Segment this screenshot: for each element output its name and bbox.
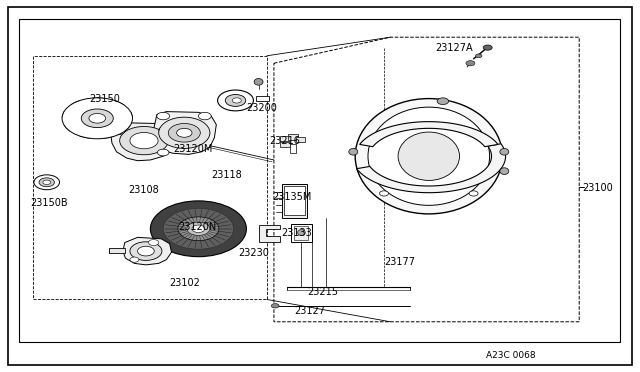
Text: 23118: 23118 <box>211 170 242 180</box>
Polygon shape <box>109 122 130 131</box>
Text: 23200: 23200 <box>246 103 277 113</box>
Polygon shape <box>79 126 93 138</box>
Text: 23150: 23150 <box>90 94 120 103</box>
Ellipse shape <box>187 222 210 235</box>
Ellipse shape <box>476 54 482 58</box>
Text: 23120N: 23120N <box>178 222 216 232</box>
Text: 23133: 23133 <box>282 228 312 237</box>
Polygon shape <box>106 101 124 112</box>
Ellipse shape <box>130 242 162 260</box>
Ellipse shape <box>178 217 219 241</box>
Ellipse shape <box>225 94 246 106</box>
Ellipse shape <box>148 240 159 246</box>
Ellipse shape <box>120 126 168 155</box>
Text: 23135M: 23135M <box>272 192 312 202</box>
Text: A23C 0068: A23C 0068 <box>486 351 536 360</box>
Text: 23102: 23102 <box>170 278 200 288</box>
Bar <box>296 137 305 142</box>
Bar <box>33 56 267 299</box>
Ellipse shape <box>368 107 490 205</box>
Ellipse shape <box>163 208 234 249</box>
Ellipse shape <box>157 112 170 120</box>
Ellipse shape <box>380 191 388 196</box>
Polygon shape <box>64 122 84 131</box>
Ellipse shape <box>177 128 192 137</box>
Text: 23100: 23100 <box>582 183 613 193</box>
Ellipse shape <box>271 304 279 308</box>
Bar <box>282 184 307 218</box>
Text: 23127: 23127 <box>294 306 325 315</box>
Text: 23216: 23216 <box>269 137 300 146</box>
Ellipse shape <box>43 180 51 185</box>
Bar <box>294 226 308 240</box>
Ellipse shape <box>150 201 246 257</box>
Ellipse shape <box>500 168 509 174</box>
Polygon shape <box>274 37 579 322</box>
Polygon shape <box>92 98 104 109</box>
Text: 23150B: 23150B <box>31 198 68 208</box>
Ellipse shape <box>398 132 460 180</box>
Bar <box>280 142 290 147</box>
Ellipse shape <box>483 45 492 50</box>
Polygon shape <box>360 122 498 147</box>
Polygon shape <box>100 127 114 138</box>
Ellipse shape <box>34 175 60 190</box>
Ellipse shape <box>159 126 172 134</box>
Ellipse shape <box>349 148 358 155</box>
Polygon shape <box>71 100 90 112</box>
Text: 23230: 23230 <box>238 248 269 258</box>
Bar <box>291 224 312 242</box>
Ellipse shape <box>500 148 509 155</box>
Ellipse shape <box>232 98 241 103</box>
Bar <box>256 96 269 101</box>
Polygon shape <box>62 111 83 118</box>
Polygon shape <box>111 123 176 161</box>
Text: 23215: 23215 <box>307 287 338 297</box>
Ellipse shape <box>168 124 200 142</box>
Ellipse shape <box>218 90 253 111</box>
Bar <box>288 134 298 140</box>
Bar <box>290 144 296 153</box>
Ellipse shape <box>157 149 169 156</box>
Text: 23127A: 23127A <box>435 44 473 53</box>
Polygon shape <box>356 144 506 193</box>
Ellipse shape <box>469 191 478 196</box>
Polygon shape <box>154 112 216 154</box>
Text: 23108: 23108 <box>128 185 159 195</box>
Ellipse shape <box>198 112 211 120</box>
Ellipse shape <box>81 109 113 128</box>
Bar <box>109 248 125 253</box>
Bar <box>284 186 305 215</box>
Ellipse shape <box>112 127 125 135</box>
Ellipse shape <box>39 178 54 187</box>
Ellipse shape <box>89 113 106 123</box>
Polygon shape <box>113 112 132 118</box>
Ellipse shape <box>254 78 263 85</box>
Ellipse shape <box>138 246 154 256</box>
Ellipse shape <box>62 98 132 139</box>
Ellipse shape <box>355 99 502 214</box>
Polygon shape <box>259 225 280 242</box>
Ellipse shape <box>466 61 475 66</box>
Bar <box>280 136 290 141</box>
Ellipse shape <box>437 98 449 105</box>
Text: 23177: 23177 <box>384 257 415 267</box>
Ellipse shape <box>192 225 205 232</box>
Polygon shape <box>123 237 172 265</box>
Ellipse shape <box>130 257 139 262</box>
Ellipse shape <box>159 117 210 148</box>
Bar <box>19 19 620 342</box>
Text: 23120M: 23120M <box>173 144 212 154</box>
Ellipse shape <box>130 132 158 149</box>
Ellipse shape <box>298 230 305 235</box>
